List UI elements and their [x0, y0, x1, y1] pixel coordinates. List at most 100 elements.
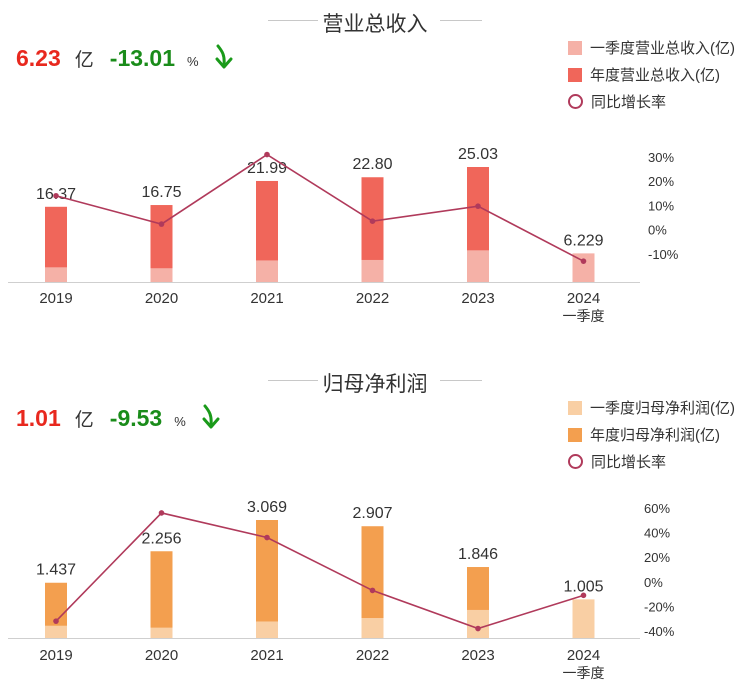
revenue-headline-change: -13.01 [109, 45, 175, 71]
title-rule-right [440, 380, 482, 381]
revenue-title-row: 营业总收入 [0, 8, 750, 36]
legend-item-quarterly-revenue: 一季度营业总收入(亿) [568, 34, 735, 61]
legend-label: 一季度归母净利润(亿) [590, 400, 735, 417]
annual-bar [150, 205, 173, 282]
quarterly-bar [150, 627, 173, 638]
growth-rate-point [158, 510, 165, 516]
legend-item-annual-profit: 年度归母净利润(亿) [568, 421, 735, 448]
y-right-tick-label: 0% [648, 223, 667, 238]
bar-value-label: 16.75 [141, 184, 181, 201]
title-rule-left [268, 20, 318, 21]
annual-bar [150, 551, 173, 638]
growth-rate-point [580, 258, 587, 264]
x-tick-sublabel: 一季度 [563, 665, 605, 681]
x-tick-label: 2019 [39, 647, 72, 664]
revenue-headline: 6.23 亿 -13.01% [16, 44, 235, 78]
profit-headline-change: -9.53 [109, 405, 163, 431]
x-tick-label: 2020 [145, 290, 178, 307]
legend-swatch [568, 67, 582, 82]
revenue-headline-value: 6.23 [16, 45, 61, 71]
growth-rate-point [53, 192, 59, 199]
legend-item-growth-rate: 同比增长率 [568, 448, 735, 475]
x-tick-label: 2023 [461, 647, 494, 664]
legend-label: 年度归母净利润(亿) [590, 427, 720, 444]
profit-headline-value: 1.01 [16, 405, 61, 431]
revenue-panel: 营业总收入 6.23 亿 -13.01% 一季度营业总收入(亿) 年度营业总收入(亿… [0, 0, 750, 345]
profit-headline-change-unit: % [174, 414, 186, 429]
growth-rate-point [264, 534, 270, 541]
quarterly-bar [467, 250, 489, 282]
y-right-tick-label: 20% [644, 550, 670, 565]
annual-bar [361, 526, 384, 638]
x-tick-label: 2020 [145, 647, 178, 664]
legend-label: 同比增长率 [591, 454, 667, 471]
growth-rate-point [369, 218, 376, 224]
legend-swatch [568, 40, 582, 55]
legend-swatch [568, 400, 582, 415]
annual-bar [256, 520, 278, 638]
revenue-chart: 16.37201916.75202021.99202122.80202225.0… [8, 146, 679, 324]
title-rule-right [440, 20, 482, 21]
growth-rate-point [580, 592, 587, 599]
growth-rate-point [264, 151, 270, 158]
quarterly-bar [572, 253, 595, 282]
title-rule-left [268, 380, 318, 381]
x-tick-label: 2024 [567, 290, 600, 307]
quarterly-bar [256, 621, 278, 638]
profit-chart-title: 归母净利润 [322, 373, 428, 396]
growth-rate-point [53, 618, 59, 624]
revenue-chart-title: 营业总收入 [322, 13, 428, 36]
bar-value-label: 21.99 [247, 160, 287, 177]
growth-rate-point [475, 625, 481, 632]
bar-value-label: 1.005 [563, 578, 603, 595]
legend-label: 同比增长率 [591, 94, 667, 111]
quarterly-bar [45, 267, 67, 282]
y-right-tick-label: -20% [644, 599, 675, 614]
x-tick-label: 2019 [39, 290, 72, 307]
bar-value-label: 1.846 [458, 546, 498, 563]
bar-value-label: 2.256 [141, 530, 181, 547]
growth-rate-point [158, 221, 165, 227]
bar-value-label: 1.437 [36, 562, 76, 579]
x-tick-label: 2023 [461, 290, 494, 307]
quarterly-bar [467, 609, 489, 638]
annual-bar [45, 582, 67, 638]
quarterly-bar [361, 618, 384, 638]
y-right-tick-label: 20% [648, 174, 674, 189]
growth-rate-line [55, 153, 584, 262]
y-right-tick-label: 30% [648, 150, 674, 165]
bar-value-label: 25.03 [458, 146, 498, 163]
profit-headline: 1.01 亿 -9.53% [16, 404, 222, 438]
annual-bar [45, 206, 67, 282]
revenue-headline-unit: 亿 [74, 50, 94, 71]
legend-label: 年度营业总收入(亿) [590, 67, 720, 84]
profit-title-row: 归母净利润 [0, 368, 750, 396]
profit-legend: 一季度归母净利润(亿) 年度归母净利润(亿) 同比增长率 [568, 394, 735, 475]
legend-ring-marker [568, 454, 583, 469]
bar-value-label: 3.069 [247, 499, 287, 516]
legend-swatch [568, 427, 582, 442]
quarterly-bar [572, 599, 595, 638]
down-arrow-icon [200, 404, 222, 435]
bar-value-label: 6.229 [563, 232, 603, 249]
y-right-tick-label: 0% [644, 575, 663, 590]
legend-label: 一季度营业总收入(亿) [590, 40, 735, 57]
x-tick-sublabel: 一季度 [563, 308, 605, 324]
quarterly-bar [150, 268, 173, 282]
y-right-tick-label: 60% [644, 501, 670, 516]
growth-rate-line [55, 512, 584, 630]
x-tick-label: 2024 [567, 647, 600, 664]
annual-bar [256, 180, 278, 282]
profit-headline-unit: 亿 [74, 410, 94, 431]
quarterly-bar [361, 259, 384, 282]
x-tick-label: 2021 [250, 290, 283, 307]
x-tick-label: 2022 [356, 647, 389, 664]
x-tick-label: 2022 [356, 290, 389, 307]
legend-ring-marker [568, 94, 583, 109]
y-right-tick-label: -10% [648, 247, 679, 262]
annual-bar [361, 177, 384, 282]
legend-item-growth-rate: 同比增长率 [568, 88, 735, 115]
quarterly-bar [256, 260, 278, 282]
y-right-tick-label: 40% [644, 526, 670, 541]
bar-value-label: 22.80 [352, 156, 392, 173]
